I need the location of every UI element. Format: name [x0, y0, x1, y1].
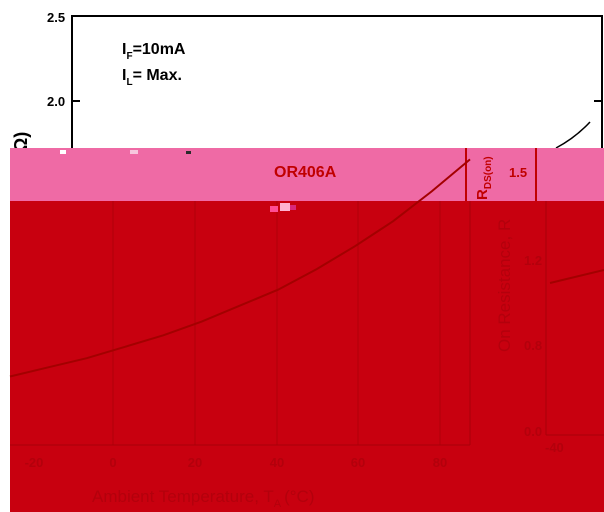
x-tick-label: 0	[109, 455, 116, 470]
x-tick-label: 40	[270, 455, 284, 470]
x-tick-label: 60	[351, 455, 365, 470]
artifact-pixel	[280, 203, 290, 211]
x-axis-label-sub: A	[274, 498, 282, 510]
overlay-pink-band	[10, 148, 604, 201]
overlay-red-area	[10, 201, 604, 512]
condition-sub: L	[126, 77, 132, 88]
inset-y-tick-label: 0.0	[524, 424, 542, 439]
condition-line: IF=10mA	[122, 41, 186, 62]
condition-line: IL= Max.	[122, 67, 182, 88]
artifact-pixel	[186, 151, 191, 154]
x-tick-label: -20	[25, 455, 44, 470]
inset-y-axis-label: RDS(on)	[474, 156, 494, 200]
conditions: IF=10mA IL= Max.	[122, 41, 186, 88]
y-tick-label: 2.5	[47, 10, 65, 25]
condition-rest: = Max.	[133, 67, 182, 84]
artifact-pixel	[130, 150, 138, 154]
inset-y-axis-label-faint: On Resistance, R	[495, 219, 514, 352]
x-axis-label-unit: (°C)	[284, 487, 314, 506]
x-tick-label: 80	[433, 455, 447, 470]
condition-main: I	[122, 67, 126, 84]
condition-sub: F	[126, 51, 132, 62]
x-axis-label-main: Ambient Temperature, T	[92, 487, 274, 506]
inset-y-tick-label: 1.2	[524, 253, 542, 268]
x-ticks: -20 0 20 40 60 80	[25, 455, 448, 470]
inset-y-ticks: 1.5 1.2 0.8 0.0 -40	[509, 165, 564, 455]
inset-y-tick-label: 0.8	[524, 338, 542, 353]
inset-x-tick-label: -40	[545, 440, 564, 455]
inset-y-tick-label: 1.5	[509, 165, 527, 180]
artifact-pixel	[290, 205, 296, 210]
x-axis-label: Ambient Temperature, TA (°C)	[92, 487, 315, 510]
inset-series-line	[549, 269, 604, 284]
series-line-or406a	[9, 158, 471, 378]
series-label-or406a: OR406A	[274, 164, 337, 181]
condition-rest: =10mA	[133, 41, 186, 58]
artifact-pixel	[60, 150, 66, 154]
main-series-line-top	[555, 121, 591, 149]
artifact-pixels	[60, 150, 296, 212]
y-tick-label: 2.0	[47, 94, 65, 109]
condition-main: I	[122, 41, 126, 58]
inset-y-axis-label-main: R	[474, 189, 491, 200]
artifact-pixel	[270, 206, 278, 212]
x-tick-label: 20	[188, 455, 202, 470]
inset-y-axis-label-sub: DS(on)	[483, 156, 494, 189]
